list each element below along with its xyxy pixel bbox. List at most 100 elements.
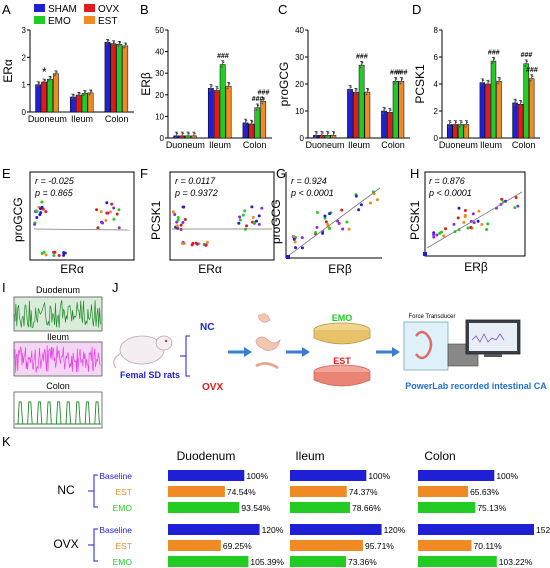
bar-c-dot <box>393 82 396 85</box>
bar-a-dot <box>106 41 109 44</box>
intestine-mid <box>255 336 281 351</box>
scatter-g-xlabel: ERβ <box>328 262 352 276</box>
bar-d-dot <box>519 103 522 106</box>
scatter-e-point <box>110 202 114 206</box>
bar-c-dot <box>326 134 329 137</box>
k-bar-value: 105.39% <box>250 557 284 567</box>
scatter-h-point <box>477 209 481 213</box>
scatter-g-fit-line <box>287 187 381 257</box>
legend-swatch-emo <box>34 16 45 24</box>
intestine-top <box>257 313 271 323</box>
bar-d-dot <box>531 75 534 78</box>
scatter-f-points <box>171 205 272 247</box>
bar-b-annotation: ### <box>252 96 264 103</box>
k-bar-value: 120% <box>384 525 406 535</box>
k-bar-value: 100% <box>246 471 268 481</box>
k-bar-value: 100% <box>496 471 518 481</box>
scatter-g-point <box>323 214 327 218</box>
scatter-f-point <box>245 224 249 228</box>
bar-a-dot <box>118 43 121 46</box>
scatter-f-point <box>179 228 183 232</box>
scatter-f-point <box>241 213 245 217</box>
trace-ileum-label: Ileum <box>47 332 69 342</box>
k-row-label: Baseline <box>99 471 132 481</box>
scatter-g-origin-point <box>286 255 290 259</box>
bar-d-dot <box>492 60 495 62</box>
k-row-label: EMO <box>113 503 133 513</box>
bar-a-ylabel: ERα <box>1 59 15 83</box>
bar-b-dot <box>222 61 225 64</box>
scatter-h-point <box>466 226 470 230</box>
scatter-e-point <box>41 207 45 211</box>
powerlab-label: PowerLab recorded intestinal CA <box>405 381 547 391</box>
bar-b-dot <box>228 82 231 85</box>
bar-b-ylabel: ERβ <box>139 72 153 96</box>
bar-d-dot <box>482 79 485 82</box>
bar-c-annotation: ### <box>356 53 368 60</box>
scatter-g-point <box>337 222 341 226</box>
bar-d-dot <box>448 123 451 126</box>
scatter-g-ylabel: proGCG <box>269 199 283 244</box>
k-bar <box>168 540 221 551</box>
bar-b-dot <box>180 137 183 140</box>
bar-d-dot <box>514 102 516 104</box>
bar-b-sham <box>207 88 214 139</box>
bar-a-est <box>122 45 129 113</box>
bar-d-dot <box>455 121 458 124</box>
bar-b-category-label: Ileum <box>209 140 231 150</box>
bar-d-dot <box>480 84 483 86</box>
bar-chart-a: 0 1 2 3 ERα * Duoneum Ileum Colon <box>1 26 134 124</box>
scatter-g-point <box>293 240 297 244</box>
scatter-f-point <box>206 240 210 244</box>
bar-b-category-label: Duoneum <box>166 140 205 150</box>
legend-label-emo: EMO <box>48 16 71 27</box>
scatter-e-fit-line <box>33 228 131 231</box>
bar-a-dot <box>55 71 58 73</box>
bar-b-ytick-label: 50 <box>155 26 164 35</box>
k-bar-value: 65.63% <box>470 487 499 497</box>
trace-ileum: Ileum <box>13 332 103 377</box>
bar-b-ovx <box>213 90 220 139</box>
bar-b-dot <box>174 137 177 140</box>
monitor-stand <box>484 354 502 357</box>
bar-a-ytick-label: 1 <box>22 81 27 90</box>
bar-d-dot <box>459 123 462 126</box>
bar-a-dot <box>54 72 57 75</box>
scatter-h-fit-line <box>426 191 523 249</box>
bar-c-dot <box>327 132 330 134</box>
scatter-e-point <box>100 221 104 225</box>
panel-letter-h: H <box>410 166 419 181</box>
scatter-f-point <box>173 213 177 217</box>
scatter-g-point <box>292 237 296 241</box>
bar-c-ylabel: proGCG <box>277 62 291 107</box>
scatter-e-point <box>99 210 103 214</box>
bar-b-dot <box>245 119 248 122</box>
scatter-h: r = 0.876 p < 0.0001 PCSK1 ERβ <box>408 171 526 274</box>
arrow-2-head <box>302 347 310 357</box>
bar-d-dot <box>530 77 533 80</box>
bar-a-dot <box>43 81 45 83</box>
k-bar <box>418 540 472 551</box>
bar-d-dot <box>491 62 494 65</box>
scatter-e-point <box>105 201 109 205</box>
scatter-g-point <box>328 226 332 230</box>
bar-c-dot <box>316 132 318 134</box>
scatter-h-point <box>516 204 520 208</box>
bar-c-category-label: Ileum <box>348 140 370 150</box>
bar-c-category-label: Duoneum <box>305 140 344 150</box>
bar-b-dot <box>214 91 217 94</box>
scatter-f-p: p = 0.9372 <box>174 188 218 198</box>
bar-d-ovx <box>485 83 491 139</box>
scatter-g-point <box>300 246 304 250</box>
bar-b-ytick-label: 10 <box>155 112 164 121</box>
bar-a-sham <box>35 84 42 113</box>
scatter-h-point <box>476 219 480 223</box>
scatter-f-point <box>257 222 261 226</box>
bar-a-dot <box>42 82 45 85</box>
scatter-h-point <box>472 221 476 225</box>
bar-c-dot <box>395 78 398 80</box>
bar-c-dot <box>332 134 335 137</box>
legend-swatch-ovx <box>84 4 95 12</box>
bar-b-annotation: ### <box>258 90 270 97</box>
